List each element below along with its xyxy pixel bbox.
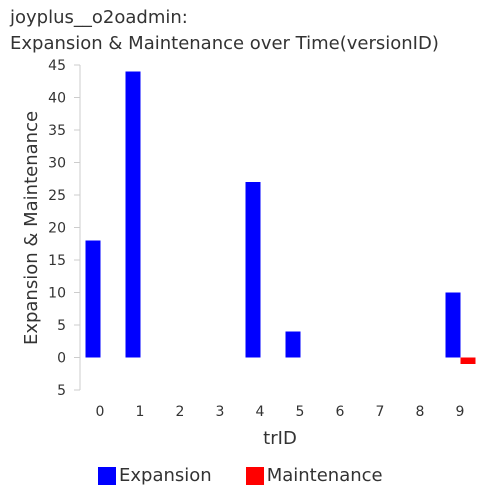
x-tick-label: 2: [176, 404, 185, 420]
x-axis-ticks: 0 1 2 3 4 5 6 7 8 9: [96, 404, 465, 420]
y-tick-label: 20: [48, 221, 66, 237]
x-tick-label: 8: [416, 404, 425, 420]
y-tick-label: 30: [48, 156, 66, 172]
x-tick-label: 5: [296, 404, 305, 420]
chart-title-line-1: joyplus__o2oadmin:: [10, 7, 188, 28]
legend-item-expansion: Expansion: [98, 465, 212, 486]
legend-label-maintenance: Maintenance: [266, 465, 383, 486]
y-tick-label: 5: [57, 383, 66, 399]
x-tick-label: 1: [136, 404, 145, 420]
y-tick-label: 10: [48, 286, 66, 302]
y-tick-label: 15: [48, 253, 66, 269]
bar-expansion-4: [245, 182, 261, 358]
bars-group: [85, 71, 476, 364]
x-tick-label: 9: [456, 404, 465, 420]
legend: Expansion Maintenance: [98, 465, 383, 486]
bar-maintenance-9: [460, 357, 476, 364]
legend-swatch-expansion: [98, 466, 116, 485]
y-tick-label: 25: [48, 188, 66, 204]
legend-label-expansion: Expansion: [119, 465, 212, 486]
legend-swatch-maintenance: [245, 466, 264, 485]
bar-expansion-5: [285, 331, 301, 358]
bar-expansion-9: [445, 292, 461, 358]
x-tick-label: 6: [336, 404, 345, 420]
x-tick-label: 3: [216, 404, 225, 420]
chart-title-line-2: Expansion & Maintenance over Time(versio…: [10, 33, 439, 54]
y-tick-label: 0: [57, 351, 66, 367]
x-tick-label: 7: [376, 404, 385, 420]
bar-expansion-0: [85, 240, 101, 358]
x-axis-title: trID: [263, 428, 297, 449]
y-tick-label: 35: [48, 123, 66, 139]
x-tick-label: 0: [96, 404, 105, 420]
x-tick-label: 4: [256, 404, 265, 420]
y-tick-label: 5: [57, 318, 66, 334]
y-tick-label: 45: [48, 58, 66, 74]
legend-item-maintenance: Maintenance: [245, 465, 383, 486]
bar-expansion-1: [125, 71, 141, 358]
y-axis-title: Expansion & Maintenance: [21, 111, 42, 345]
y-axis-ticks: 45 40 35 30 25 20 15 10 5 0 5: [48, 58, 80, 399]
y-tick-label: 40: [48, 91, 66, 107]
